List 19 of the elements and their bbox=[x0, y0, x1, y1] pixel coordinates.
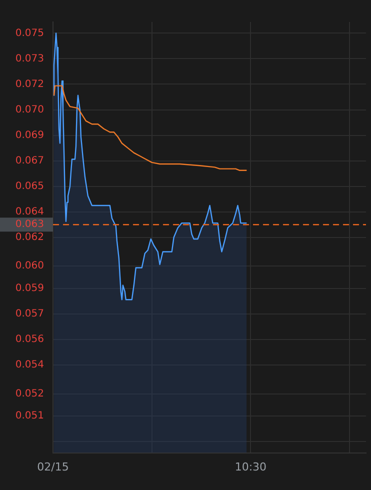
y-tick-label: 0.060 bbox=[15, 260, 44, 272]
ref-line-label: 0.063 bbox=[15, 219, 44, 230]
x-tick-label: 02/15 bbox=[37, 460, 69, 474]
y-tick-label: 0.067 bbox=[15, 155, 44, 166]
y-tick-label: 0.069 bbox=[15, 130, 44, 141]
y-tick-label: 0.075 bbox=[15, 28, 44, 39]
y-tick-label: 0.054 bbox=[15, 360, 44, 371]
y-tick-label: 0.062 bbox=[15, 232, 44, 243]
y-tick-label: 0.064 bbox=[15, 206, 44, 218]
y-tick-label: 0.056 bbox=[15, 334, 44, 346]
x-tick-label: 10:30 bbox=[234, 460, 267, 474]
y-tick-label: 0.072 bbox=[15, 78, 44, 90]
y-tick-label: 0.052 bbox=[15, 388, 44, 400]
y-tick-label: 0.065 bbox=[15, 180, 44, 192]
y-tick-label: 0.057 bbox=[15, 308, 44, 320]
y-tick-label: 0.073 bbox=[15, 53, 44, 64]
y-tick-label: 0.070 bbox=[15, 104, 44, 116]
y-tick-label: 0.059 bbox=[15, 283, 44, 294]
y-tick-label: 0.051 bbox=[15, 410, 44, 422]
